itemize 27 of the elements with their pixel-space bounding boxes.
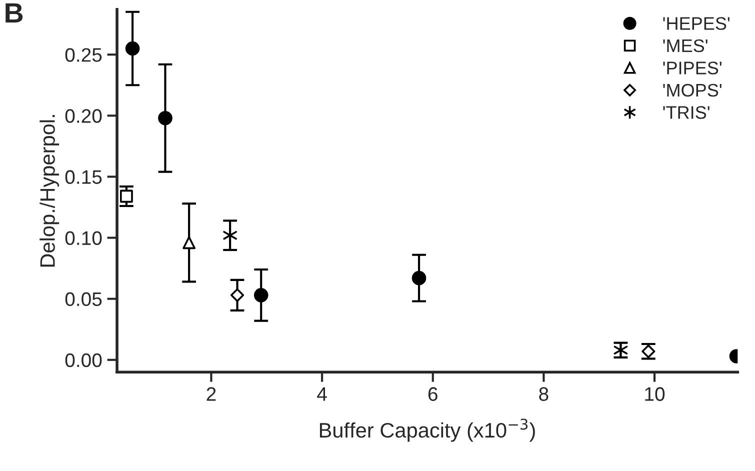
point	[125, 41, 140, 56]
legend-label: 'HEPES'	[663, 17, 730, 30]
legend-label: 'MOPS'	[663, 84, 722, 97]
text: B	[6, 3, 23, 22]
point	[230, 288, 244, 302]
x-tick-label: 8	[539, 387, 548, 401]
x-tick-label: 2	[206, 387, 216, 401]
x-tick-label: 6	[428, 387, 438, 401]
y-tick-label: 0.15	[65, 170, 102, 184]
x-axis-title: Buffer Capacity (x10$^{−3}$)	[320, 418, 535, 442]
x-tick-label: 10	[645, 387, 665, 401]
point	[223, 227, 237, 244]
y-tick-label: 0.10	[65, 231, 102, 246]
y-axis-title: Delop./Hyperpol.	[40, 115, 60, 267]
legend-label: 'TRIS'	[663, 106, 710, 119]
x-tick-label: 4	[317, 387, 327, 401]
point	[158, 110, 172, 126]
legend-label: 'MES'	[663, 39, 708, 52]
point	[412, 270, 426, 286]
legend-label: 'PIPES'	[663, 62, 722, 74]
y-tick-label: 0.00	[65, 353, 102, 368]
y-tick-label: 0.25	[65, 48, 102, 62]
point	[254, 288, 268, 302]
y-tick-label: 0.20	[65, 109, 102, 123]
point	[182, 236, 196, 250]
point	[120, 190, 133, 203]
y-tick-label: 0.05	[65, 292, 102, 306]
